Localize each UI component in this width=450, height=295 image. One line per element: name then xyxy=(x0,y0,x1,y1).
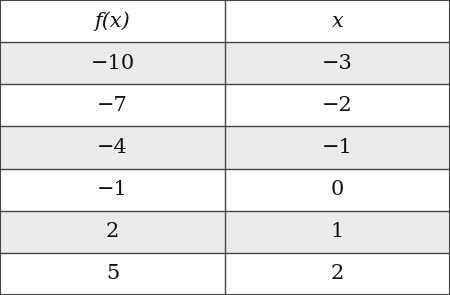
Text: −7: −7 xyxy=(97,96,128,115)
Text: 1: 1 xyxy=(331,222,344,241)
Text: x: x xyxy=(332,12,343,31)
Bar xyxy=(0,168,225,211)
Text: 2: 2 xyxy=(106,222,119,241)
Text: −1: −1 xyxy=(322,138,353,157)
Bar xyxy=(0,84,225,127)
Text: −4: −4 xyxy=(97,138,128,157)
Text: 0: 0 xyxy=(331,180,344,199)
Bar xyxy=(225,42,450,84)
Bar xyxy=(0,42,225,84)
Bar xyxy=(225,253,450,295)
Text: 2: 2 xyxy=(331,264,344,283)
Bar xyxy=(225,84,450,127)
Bar xyxy=(0,253,225,295)
Bar xyxy=(225,211,450,253)
Bar xyxy=(0,211,225,253)
Bar xyxy=(225,127,450,168)
Bar xyxy=(225,0,450,42)
Bar xyxy=(225,168,450,211)
Text: −10: −10 xyxy=(90,54,135,73)
Bar xyxy=(0,127,225,168)
Text: −1: −1 xyxy=(97,180,128,199)
Bar xyxy=(0,0,225,42)
Text: −3: −3 xyxy=(322,54,353,73)
Text: 5: 5 xyxy=(106,264,119,283)
Text: −2: −2 xyxy=(322,96,353,115)
Text: f(x): f(x) xyxy=(94,11,130,31)
